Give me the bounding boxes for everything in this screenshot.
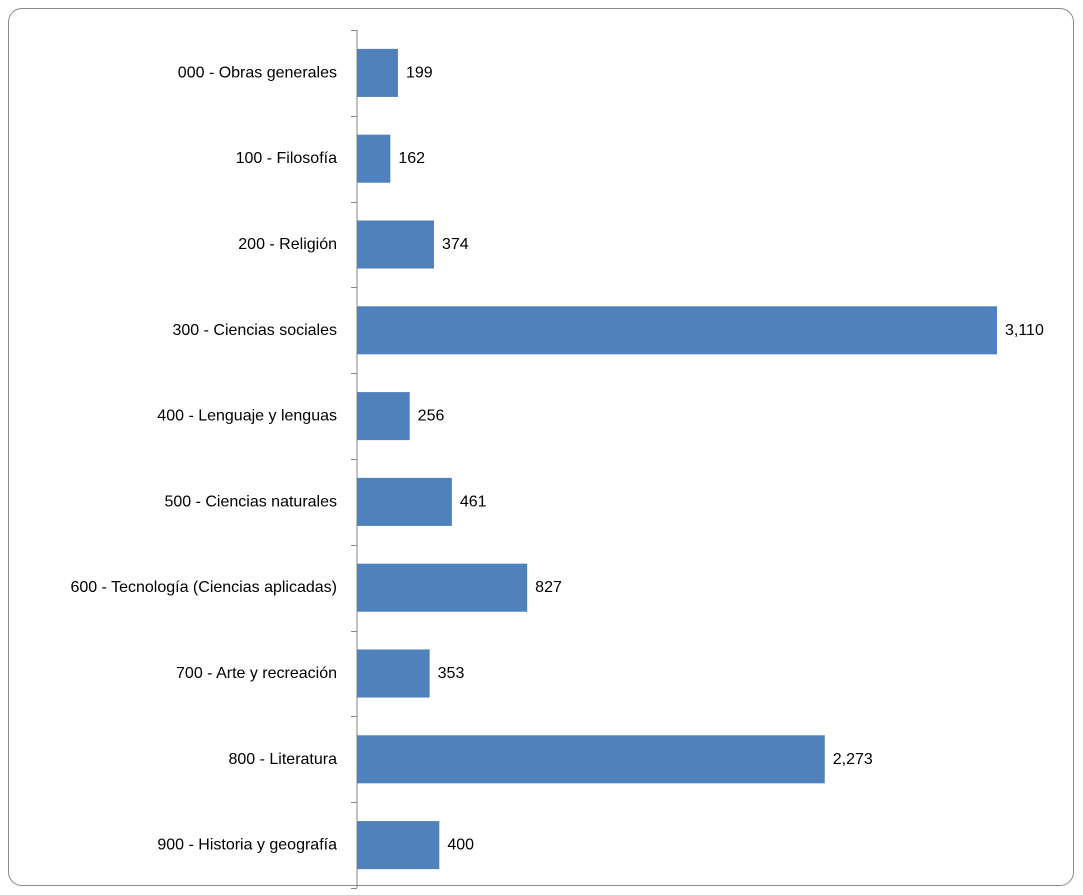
- data-label: 374: [442, 236, 469, 253]
- category-label: 600 - Tecnología (Ciencias aplicadas): [70, 579, 337, 596]
- bar: [357, 392, 410, 441]
- bar: [357, 735, 825, 784]
- bar: [357, 477, 452, 526]
- data-label: 827: [535, 579, 562, 596]
- bar: [357, 649, 430, 698]
- category-label: 500 - Ciencias naturales: [164, 493, 337, 510]
- category-label: 400 - Lenguaje y lenguas: [157, 408, 337, 425]
- data-label: 199: [406, 64, 433, 81]
- bar: [357, 220, 434, 269]
- category-label: 700 - Arte y recreación: [176, 665, 337, 682]
- data-label: 256: [418, 408, 445, 425]
- bar: [357, 306, 997, 355]
- data-label: 461: [460, 493, 487, 510]
- category-label: 200 - Religión: [238, 236, 337, 253]
- data-label: 3,110: [1005, 322, 1044, 339]
- data-label: 400: [447, 837, 474, 854]
- category-label: 900 - Historia y geografía: [157, 837, 337, 854]
- bar: [357, 821, 440, 870]
- category-label: 800 - Literatura: [228, 751, 337, 768]
- category-label: 100 - Filosofía: [236, 150, 337, 167]
- bar: [357, 563, 528, 612]
- data-label: 2,273: [833, 751, 873, 768]
- bar: [357, 48, 398, 97]
- data-label: 353: [438, 665, 465, 682]
- data-label: 162: [398, 150, 425, 167]
- category-label: 300 - Ciencias sociales: [172, 322, 337, 339]
- category-label: 000 - Obras generales: [178, 64, 337, 81]
- bar: [357, 134, 391, 183]
